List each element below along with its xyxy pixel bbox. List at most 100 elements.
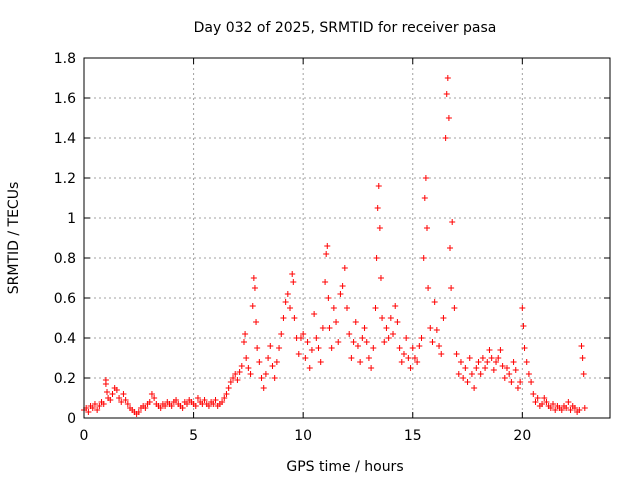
data-point (168, 403, 175, 409)
data-point (444, 75, 451, 81)
data-point (482, 365, 489, 371)
data-point (449, 219, 456, 225)
data-point (205, 403, 212, 409)
data-point (427, 325, 434, 331)
data-point (280, 315, 287, 321)
data-point (100, 401, 107, 407)
data-point (440, 315, 447, 321)
data-point (377, 275, 384, 281)
data-point (539, 401, 546, 407)
data-point (85, 409, 92, 415)
data-point (359, 335, 366, 341)
data-point (118, 399, 125, 405)
data-point (385, 335, 392, 341)
data-point (276, 345, 283, 351)
data-point (512, 367, 519, 373)
data-point (576, 407, 583, 413)
data-point (328, 345, 335, 351)
data-point (429, 339, 436, 345)
data-point (256, 359, 263, 365)
data-point (269, 363, 276, 369)
data-point (571, 405, 578, 411)
data-point (418, 335, 425, 341)
grid (84, 58, 610, 418)
data-point (271, 375, 278, 381)
data-point (212, 397, 219, 403)
data-point (107, 397, 114, 403)
data-point (306, 365, 313, 371)
data-point (357, 359, 364, 365)
data-point (289, 271, 296, 277)
data-point (375, 183, 382, 189)
data-point (94, 407, 101, 413)
data-point (447, 245, 454, 251)
data-point (313, 335, 320, 341)
data-point (534, 395, 541, 401)
data-point (525, 371, 532, 377)
data-point (173, 397, 180, 403)
data-point (337, 291, 344, 297)
y-tick-label: 1.4 (54, 131, 76, 147)
data-point (579, 355, 586, 361)
data-point (278, 331, 285, 337)
data-point (510, 359, 517, 365)
data-point (363, 339, 370, 345)
data-point (506, 371, 513, 377)
data-point (184, 401, 191, 407)
data-point (116, 395, 123, 401)
data-point (341, 265, 348, 271)
data-point (238, 363, 245, 369)
data-point (124, 401, 131, 407)
data-point (379, 315, 386, 321)
x-tick-label: 5 (189, 428, 198, 444)
data-point (484, 359, 491, 365)
data-point (457, 359, 464, 365)
data-point (495, 355, 502, 361)
data-point (304, 339, 311, 345)
data-point (267, 343, 274, 349)
data-point (486, 347, 493, 353)
data-point (497, 347, 504, 353)
data-point (324, 243, 331, 249)
y-tick-label: 1.6 (54, 91, 76, 107)
data-point (348, 355, 355, 361)
data-point (471, 385, 478, 391)
data-point (514, 385, 521, 391)
data-point (372, 305, 379, 311)
data-point (565, 399, 572, 405)
data-point (227, 379, 234, 385)
data-point (262, 371, 269, 377)
data-point (135, 409, 142, 415)
data-point (420, 255, 427, 261)
data-point (381, 339, 388, 345)
data-point (433, 327, 440, 333)
data-point (462, 365, 469, 371)
data-point (251, 285, 258, 291)
data-point (563, 405, 570, 411)
data-point (423, 225, 430, 231)
data-point (547, 405, 554, 411)
data-point (451, 305, 458, 311)
data-point (330, 305, 337, 311)
data-point (311, 311, 318, 317)
data-point (146, 399, 153, 405)
data-point (354, 343, 361, 349)
data-point (102, 381, 109, 387)
data-point (89, 405, 96, 411)
y-tick-label: 0 (67, 411, 76, 427)
data-point (414, 359, 421, 365)
data-point (247, 371, 254, 377)
data-point (493, 359, 500, 365)
data-point (519, 305, 526, 311)
data-point (322, 279, 329, 285)
data-point (250, 275, 257, 281)
tick-labels: 0 5 10 15 20 0 0.2 0.4 0.6 0.8 1 1.2 1.4 1.6 1.8 (54, 51, 532, 444)
data-point (282, 299, 289, 305)
data-point (317, 359, 324, 365)
data-point (120, 391, 127, 397)
data-point (234, 377, 241, 383)
plot-frame (83, 57, 611, 419)
data-point (148, 391, 155, 397)
data-point (91, 401, 98, 407)
